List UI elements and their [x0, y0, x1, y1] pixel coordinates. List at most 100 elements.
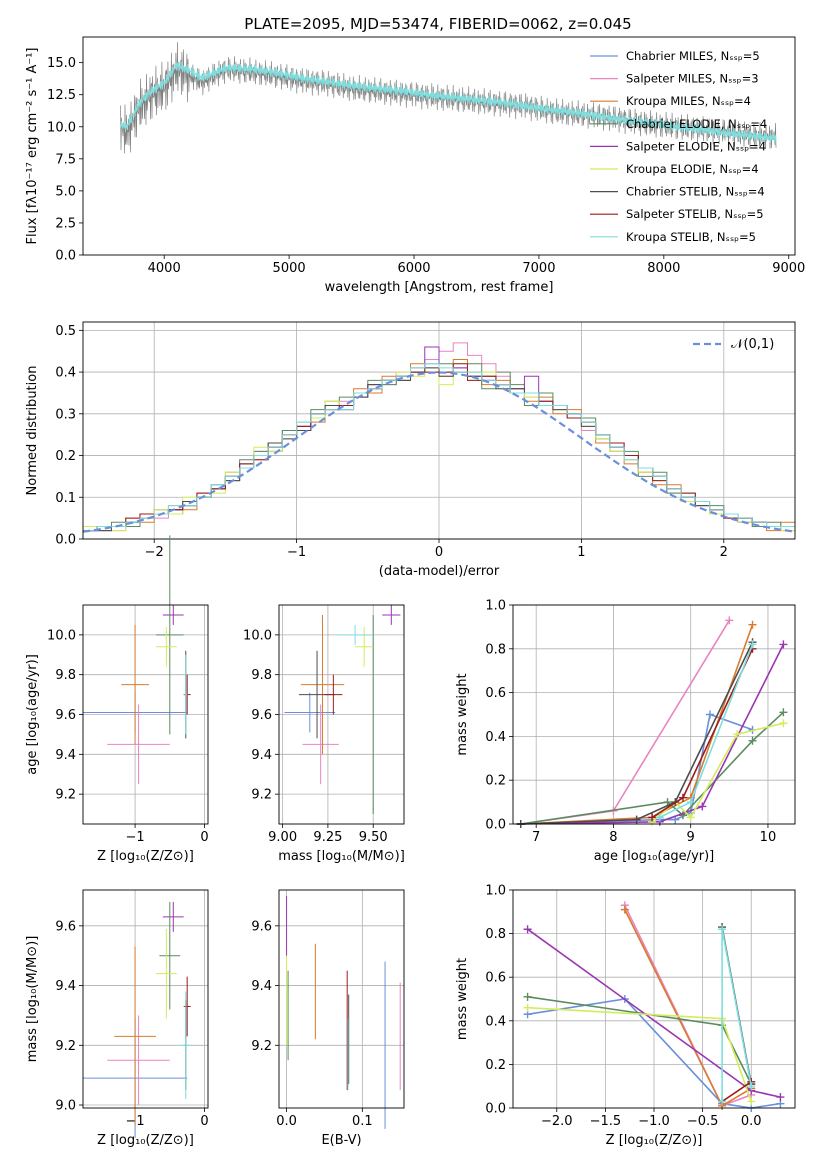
panel-0: 4000 5000 6000 7000 8000 9000 0.0 2.5 5.0 7.5 10.0… — [25, 36, 805, 295]
plus-marker — [706, 710, 715, 719]
plus-marker — [748, 620, 757, 629]
y-tick-label: 9.6 — [251, 708, 272, 723]
error-cross — [284, 692, 336, 733]
legend-label: Kroupa STELIB, Nₛₛₚ=5 — [626, 230, 756, 244]
error-cross — [184, 654, 188, 735]
series-line — [520, 619, 730, 825]
y-tick-label: 9.4 — [55, 979, 76, 994]
y-tick-label: 0.0 — [55, 533, 76, 548]
y-tick-label: 0.5 — [55, 324, 76, 339]
mass-weight-series — [516, 638, 757, 828]
x-axis-label: Z [log₁₀(Z/Z⊙)] — [97, 1133, 194, 1148]
plus-marker — [747, 1082, 756, 1091]
plus-marker — [523, 925, 532, 934]
panel-3: 9.00 9.25 9.50 9.2 9.4 9.6 9.8 10.0 mass [log₁₀(… — [243, 604, 405, 864]
panels: 4000 5000 6000 7000 8000 90000.02.55.07.510.0… — [25, 36, 805, 1148]
legend-label: Salpeter ELODIE, Nₛₛₚ=4 — [626, 139, 766, 153]
y-axis-label: age [log₁₀(age/yr)] — [25, 654, 40, 775]
plus-marker — [698, 802, 707, 811]
x-tick-label: 0.0 — [276, 1114, 297, 1129]
x-tick-label: 2 — [720, 545, 728, 560]
series-line — [721, 1081, 752, 1103]
x-axis-label: Z [log₁₀(Z/Z⊙)] — [606, 1133, 703, 1148]
x-axis-label: mass [log₁₀(M/M⊙)] — [278, 849, 405, 864]
plus-marker — [655, 813, 664, 822]
y-tick-label: 9.4 — [251, 979, 272, 994]
legend-label: Salpeter STELIB, Nₛₛₚ=5 — [626, 207, 764, 221]
plus-marker — [648, 813, 657, 822]
error-cross — [162, 605, 184, 625]
error-cross — [300, 614, 345, 755]
plus-marker — [686, 813, 695, 822]
y-tick-label: 9.2 — [55, 1039, 76, 1054]
spectrum-line — [120, 61, 777, 144]
error-cross — [336, 624, 374, 645]
legend-label: 𝒩(0,1) — [731, 337, 774, 352]
panel-6: 0.0 0.1 9.2 9.4 9.6 E(B-V) — [251, 889, 405, 1148]
axes-frame — [512, 604, 796, 825]
mass-weight-series — [516, 708, 788, 828]
x-tick-label: 9000 — [772, 261, 805, 276]
x-tick-label: 0.1 — [352, 1114, 373, 1129]
x-tick-label: 0 — [200, 1114, 208, 1129]
y-tick-label: 9.8 — [55, 668, 76, 683]
x-tick-label: −1 — [125, 830, 144, 845]
y-tick-label: 9.2 — [55, 788, 76, 803]
x-axis-label: age [log₁₀(age/yr)] — [594, 849, 715, 864]
y-tick-label: 0.4 — [55, 366, 76, 381]
error-cross — [107, 1015, 170, 1106]
y-tick-label: 15.0 — [47, 56, 76, 71]
series-line — [624, 904, 752, 1107]
y-tick-label: 12.5 — [47, 88, 76, 103]
legend: Chabrier MILES, Nₛₛₚ=5 Salpeter MILES, Nₛ… — [590, 49, 767, 244]
mass-weight-series — [523, 1003, 756, 1106]
x-tick-label: −1.0 — [638, 1114, 670, 1129]
error-cross — [324, 674, 343, 715]
mass-weight-series — [718, 925, 756, 1106]
plus-marker — [686, 798, 695, 807]
x-tick-label: 4000 — [148, 261, 181, 276]
y-tick-label: 0.8 — [485, 927, 506, 942]
y-tick-label: 9.6 — [55, 919, 76, 934]
panel-4: 7 8 9 10 0.0 0.2 0.4 0.6 0.8 1.0 age [log₁₀(age/yr… — [455, 599, 796, 864]
x-tick-label: 9.50 — [359, 830, 388, 845]
legend-label: Kroupa MILES, Nₛₛₚ=4 — [626, 94, 751, 108]
y-tick-label: 1.0 — [485, 884, 506, 899]
plus-marker — [779, 719, 788, 728]
y-tick-label: 0.0 — [485, 1102, 506, 1117]
y-tick-label: 0.0 — [55, 249, 76, 264]
x-tick-label: 5000 — [273, 261, 306, 276]
error-cross — [155, 928, 177, 1019]
y-tick-label: 1.0 — [485, 599, 506, 614]
plus-marker — [748, 640, 757, 649]
error-cross — [114, 946, 156, 1126]
legend-label: Kroupa ELODIE, Nₛₛₚ=4 — [626, 162, 759, 176]
axes-frame — [278, 604, 405, 825]
x-tick-label: 8 — [609, 830, 617, 845]
legend-label: Chabrier ELODIE, Nₛₛₚ=4 — [626, 117, 767, 131]
plus-marker — [747, 1097, 756, 1106]
y-tick-label: 0.4 — [485, 1014, 506, 1029]
legend-label: Chabrier MILES, Nₛₛₚ=5 — [626, 49, 760, 63]
x-tick-label: 0 — [435, 545, 443, 560]
x-tick-label: −1 — [287, 545, 306, 560]
y-tick-label: 0.3 — [55, 407, 76, 422]
error-cross — [302, 704, 339, 785]
axes-frame — [82, 889, 209, 1109]
plus-marker — [523, 992, 532, 1001]
y-axis-label: mass [log₁₀(M/M⊙)] — [25, 936, 40, 1063]
spectrum-traces — [120, 41, 777, 154]
plus-marker — [733, 730, 742, 739]
y-tick-label: 0.0 — [485, 818, 506, 833]
y-tick-label: 9.6 — [251, 919, 272, 934]
figure-title: PLATE=2095, MJD=53474, FIBERID=0062, z=0… — [244, 15, 631, 33]
plus-marker — [776, 1093, 785, 1102]
series-line — [520, 624, 754, 825]
x-tick-label: 9.25 — [313, 830, 342, 845]
panel-2: −1 0 9.2 9.4 9.6 9.8 10.0 Z [log₁₀(Z/Z⊙)] age [l… — [25, 535, 209, 864]
error-cross — [183, 976, 191, 1037]
axes-frame — [82, 604, 209, 825]
y-tick-label: 9.2 — [251, 1039, 272, 1054]
plus-marker — [779, 640, 788, 649]
y-tick-label: 0.1 — [55, 491, 76, 506]
